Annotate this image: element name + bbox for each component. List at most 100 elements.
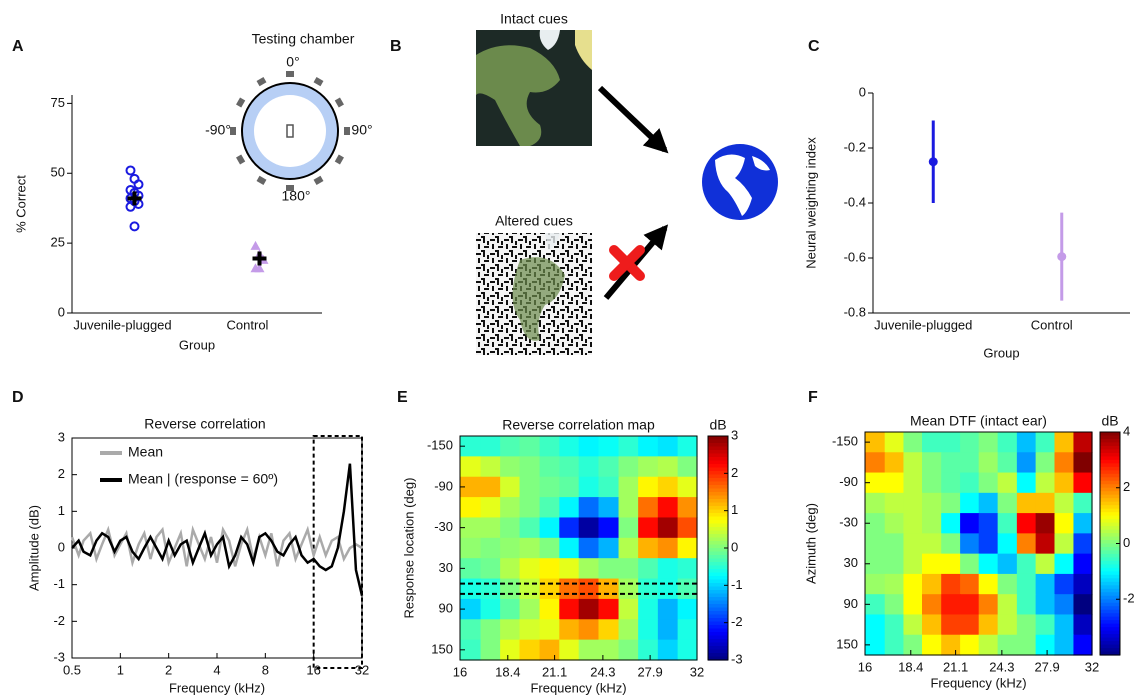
- heatmap-cell: [578, 436, 600, 457]
- colorbar-stripe: [708, 621, 728, 626]
- heatmap-cell: [480, 598, 501, 620]
- heatmap-cell: [480, 619, 501, 641]
- heatmap-cell: [1035, 553, 1056, 575]
- colorbar-tick-label: 2: [1123, 479, 1130, 494]
- heatmap-cell: [1054, 533, 1075, 555]
- y-tick-label: -150: [427, 438, 453, 453]
- colorbar-stripe: [708, 649, 728, 654]
- colorbar-stripe: [708, 583, 728, 588]
- y-tick-label: 0: [58, 539, 65, 554]
- colorbar-stripe: [1100, 613, 1120, 618]
- heatmap-cell: [997, 533, 1018, 555]
- heatmap-cell: [519, 456, 541, 478]
- panel-letter: B: [390, 38, 402, 55]
- heatmap-cell: [460, 578, 482, 600]
- heatmap-cell: [480, 476, 501, 498]
- heatmap-cell: [578, 497, 600, 519]
- plot-frame: [459, 435, 698, 661]
- y-tick-label: -30: [434, 519, 453, 534]
- colorbar-stripe: [1100, 567, 1120, 572]
- colorbar-stripe: [1100, 512, 1120, 517]
- colorbar-stripe: [1100, 651, 1120, 656]
- y-tick-label: -90: [434, 478, 453, 493]
- y-tick-label: 30: [844, 555, 858, 570]
- speaker: [334, 154, 344, 165]
- colorbar-tick-label: 3: [731, 427, 738, 442]
- heatmap-cell: [500, 619, 521, 641]
- heatmap-cell: [519, 436, 541, 457]
- heatmap-cell: [1016, 573, 1037, 595]
- heatmap-cell: [922, 513, 942, 534]
- x-tick-label: 16: [453, 664, 467, 679]
- heatmap-cell: [539, 456, 560, 478]
- heatmap-cell: [677, 436, 698, 457]
- colorbar-stripe: [1100, 630, 1120, 635]
- colorbar-stripe: [708, 502, 728, 507]
- heatmap-cell: [618, 639, 639, 661]
- colorbar-stripe: [708, 565, 728, 570]
- heatmap-cell: [500, 497, 521, 519]
- heatmap-cell: [618, 619, 639, 641]
- angle-label: 180°: [282, 188, 311, 204]
- heatmap-cell: [922, 634, 942, 656]
- heatmap-cell: [539, 517, 560, 539]
- legend-label: Mean | (response = 60º): [128, 471, 278, 487]
- heatmap-cell: [539, 537, 560, 559]
- colorbar-stripe: [1100, 505, 1120, 510]
- colorbar-stripe: [1100, 449, 1120, 454]
- heatmap-cell: [1073, 634, 1093, 656]
- heatmap-cell: [997, 573, 1018, 595]
- colorbar-label: dB: [709, 417, 726, 433]
- heatmap-cell: [598, 558, 620, 580]
- heatmap-cell: [865, 492, 886, 514]
- heatmap-cell: [884, 634, 905, 656]
- colorbar-stripe: [708, 453, 728, 458]
- chart-title: Mean DTF (intact ear): [910, 413, 1047, 429]
- colorbar-stripe: [708, 478, 728, 483]
- heatmap-cell: [539, 436, 560, 457]
- heatmap-cell: [1073, 533, 1093, 555]
- heatmap-cell: [978, 614, 999, 636]
- heatmap-cell: [1073, 492, 1093, 514]
- heatmap-cell: [480, 558, 501, 580]
- colorbar-stripe: [708, 495, 728, 500]
- colorbar-tick-label: -2: [731, 614, 743, 629]
- heatmap-cell: [559, 578, 580, 600]
- heatmap-cell: [519, 537, 541, 559]
- heatmap-cell: [657, 537, 679, 559]
- heatmap-cell: [500, 537, 521, 559]
- x-tick-label: 27.9: [1034, 659, 1059, 674]
- heatmap-cell: [677, 578, 698, 600]
- heatmap-cell: [978, 452, 999, 474]
- heatmap-cell: [578, 558, 600, 580]
- heatmap-cell: [1073, 573, 1093, 595]
- y-tick-label: 50: [51, 165, 65, 180]
- heatmap-cell: [500, 558, 521, 580]
- colorbar-stripe: [708, 632, 728, 637]
- heatmap-cell: [997, 452, 1018, 474]
- angle-label: -90°: [205, 122, 231, 138]
- heatmap-cell: [884, 452, 905, 474]
- image-title: Intact cues: [500, 11, 568, 27]
- y-axis-label: Azimuth (deg): [803, 503, 818, 584]
- heatmap-cell: [519, 598, 541, 620]
- heatmap-cell: [677, 598, 698, 620]
- heatmap-cell: [903, 594, 923, 616]
- y-tick-label: 0: [859, 84, 866, 99]
- speaker: [313, 175, 324, 185]
- heatmap-cell: [960, 472, 980, 494]
- panel-letter: F: [808, 389, 818, 406]
- y-tick-label: 150: [836, 636, 858, 651]
- colorbar-stripe: [708, 485, 728, 490]
- heatmap-cell: [884, 614, 905, 636]
- colorbar-stripe: [708, 628, 728, 633]
- heatmap-cell: [997, 432, 1018, 453]
- colorbar-stripe: [708, 614, 728, 619]
- x-axis-label: Frequency (kHz): [930, 675, 1026, 690]
- colorbar-stripe: [708, 509, 728, 514]
- heatmap-cell: [598, 619, 620, 641]
- colorbar-stripe: [1100, 637, 1120, 642]
- heatmap-cell: [922, 594, 942, 616]
- x-axis-label: Group: [983, 345, 1019, 360]
